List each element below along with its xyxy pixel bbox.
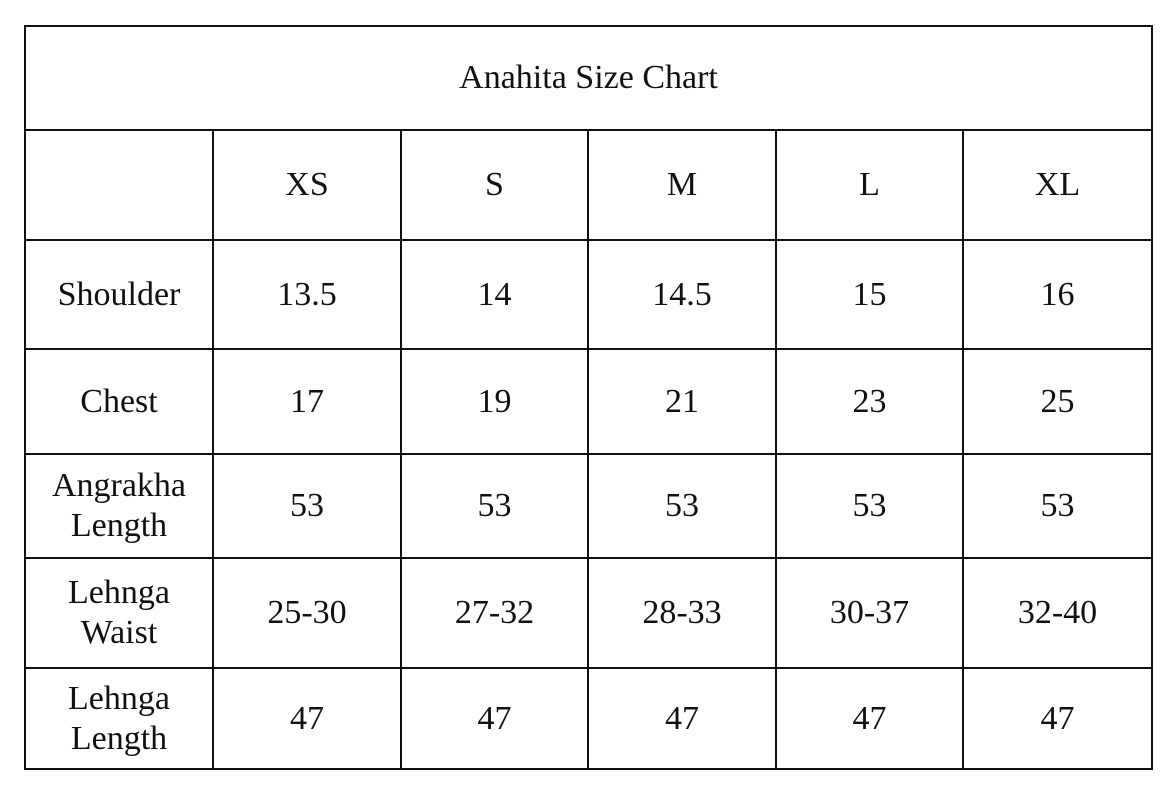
size-value: 30-37 xyxy=(775,557,964,669)
size-value: 53 xyxy=(212,453,402,559)
size-value: 47 xyxy=(961,667,1154,770)
table-title: Anahita Size Chart xyxy=(23,25,1154,131)
size-value: 25 xyxy=(961,348,1154,455)
size-value: 27-32 xyxy=(400,557,589,669)
size-value: 53 xyxy=(961,453,1154,559)
size-value: 16 xyxy=(961,239,1154,350)
size-value: 47 xyxy=(587,667,777,770)
size-value: 23 xyxy=(775,348,964,455)
size-value: 47 xyxy=(775,667,964,770)
size-value: 47 xyxy=(400,667,589,770)
size-value: 15 xyxy=(775,239,964,350)
size-value: 17 xyxy=(212,348,402,455)
size-value: 14.5 xyxy=(587,239,777,350)
data-row: Lehnga Length 47 47 47 47 47 xyxy=(24,667,1154,770)
row-label: Lehnga Length xyxy=(24,667,214,770)
header-row: XS S M L XL xyxy=(24,129,1154,241)
row-label: Angrakha Length xyxy=(24,453,214,559)
column-header: S xyxy=(400,129,589,241)
data-row: Shoulder 13.5 14 14.5 15 16 xyxy=(24,239,1154,350)
row-label: Lehnga Waist xyxy=(24,557,214,669)
size-value: 53 xyxy=(400,453,589,559)
size-value: 28-33 xyxy=(587,557,777,669)
size-value: 13.5 xyxy=(212,239,402,350)
size-value: 25-30 xyxy=(212,557,402,669)
size-chart: Anahita Size Chart XS S M L XL Shoulder 13.5 14… xyxy=(23,25,1154,770)
column-header: M xyxy=(587,129,777,241)
data-row: Lehnga Waist 25-30 27-32 28-33 30-37 32-40 xyxy=(24,557,1154,669)
column-header: L xyxy=(775,129,964,241)
size-value: 32-40 xyxy=(961,557,1154,669)
size-value: 53 xyxy=(587,453,777,559)
data-row: Chest 17 19 21 23 25 xyxy=(24,348,1154,455)
size-value: 14 xyxy=(400,239,589,350)
size-value: 47 xyxy=(212,667,402,770)
corner-cell xyxy=(24,129,214,241)
column-header: XS xyxy=(212,129,402,241)
size-value: 53 xyxy=(775,453,964,559)
row-label: Shoulder xyxy=(24,239,214,350)
column-header: XL xyxy=(961,129,1154,241)
row-label: Chest xyxy=(24,348,214,455)
size-value: 21 xyxy=(587,348,777,455)
size-value: 19 xyxy=(400,348,589,455)
data-row: Angrakha Length 53 53 53 53 53 xyxy=(24,453,1154,559)
